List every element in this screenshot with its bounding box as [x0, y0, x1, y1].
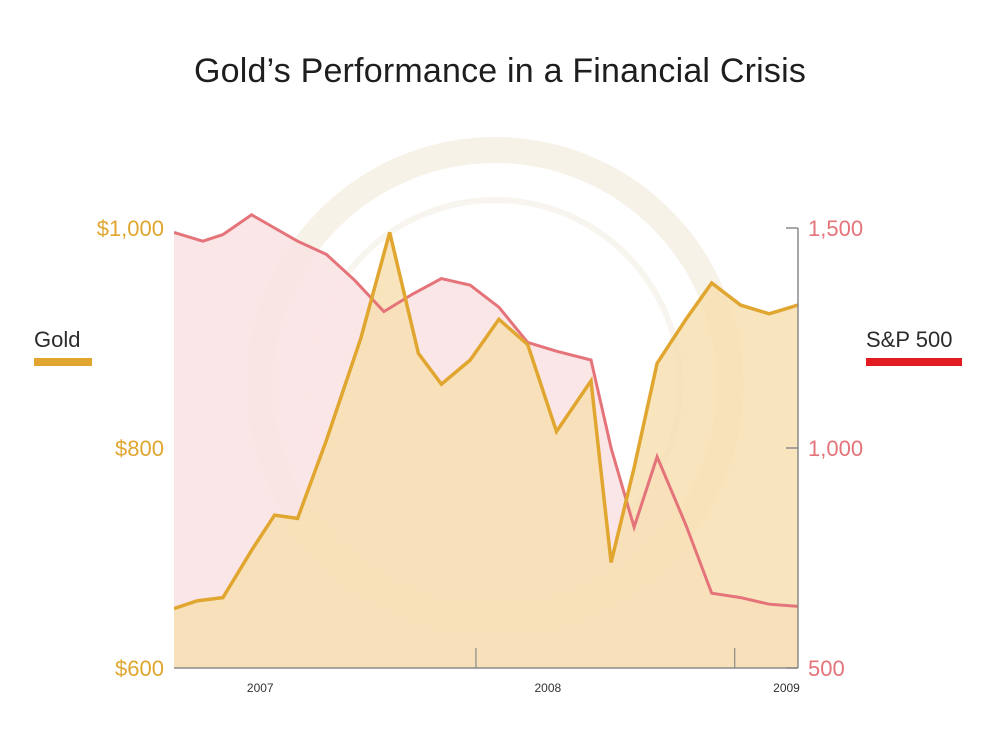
left-axis-tick-label: $600 — [115, 656, 164, 681]
right-axis-tick-label: 500 — [808, 656, 845, 681]
sp500-line — [174, 213, 798, 608]
x-tick-label: 2008 — [534, 681, 561, 695]
legend-sp500-label: S&P 500 — [866, 327, 953, 352]
gold-area — [174, 232, 798, 668]
x-tick-label: 2009 — [773, 681, 800, 695]
right-axis-tick-label: 1,500 — [808, 216, 863, 241]
legend-sp500-swatch — [866, 358, 962, 366]
chart-title: Gold’s Performance in a Financial Crisis — [193, 52, 807, 90]
x-tick-label: 2007 — [247, 681, 274, 695]
left-axis-tick-label: $800 — [115, 436, 164, 461]
legend-gold-swatch — [34, 358, 92, 366]
right-axis-tick-label: 1,000 — [808, 436, 863, 461]
left-axis-tick-label: $1,000 — [97, 216, 164, 241]
legend-gold-label: Gold — [34, 327, 81, 352]
gold-line — [174, 231, 798, 611]
